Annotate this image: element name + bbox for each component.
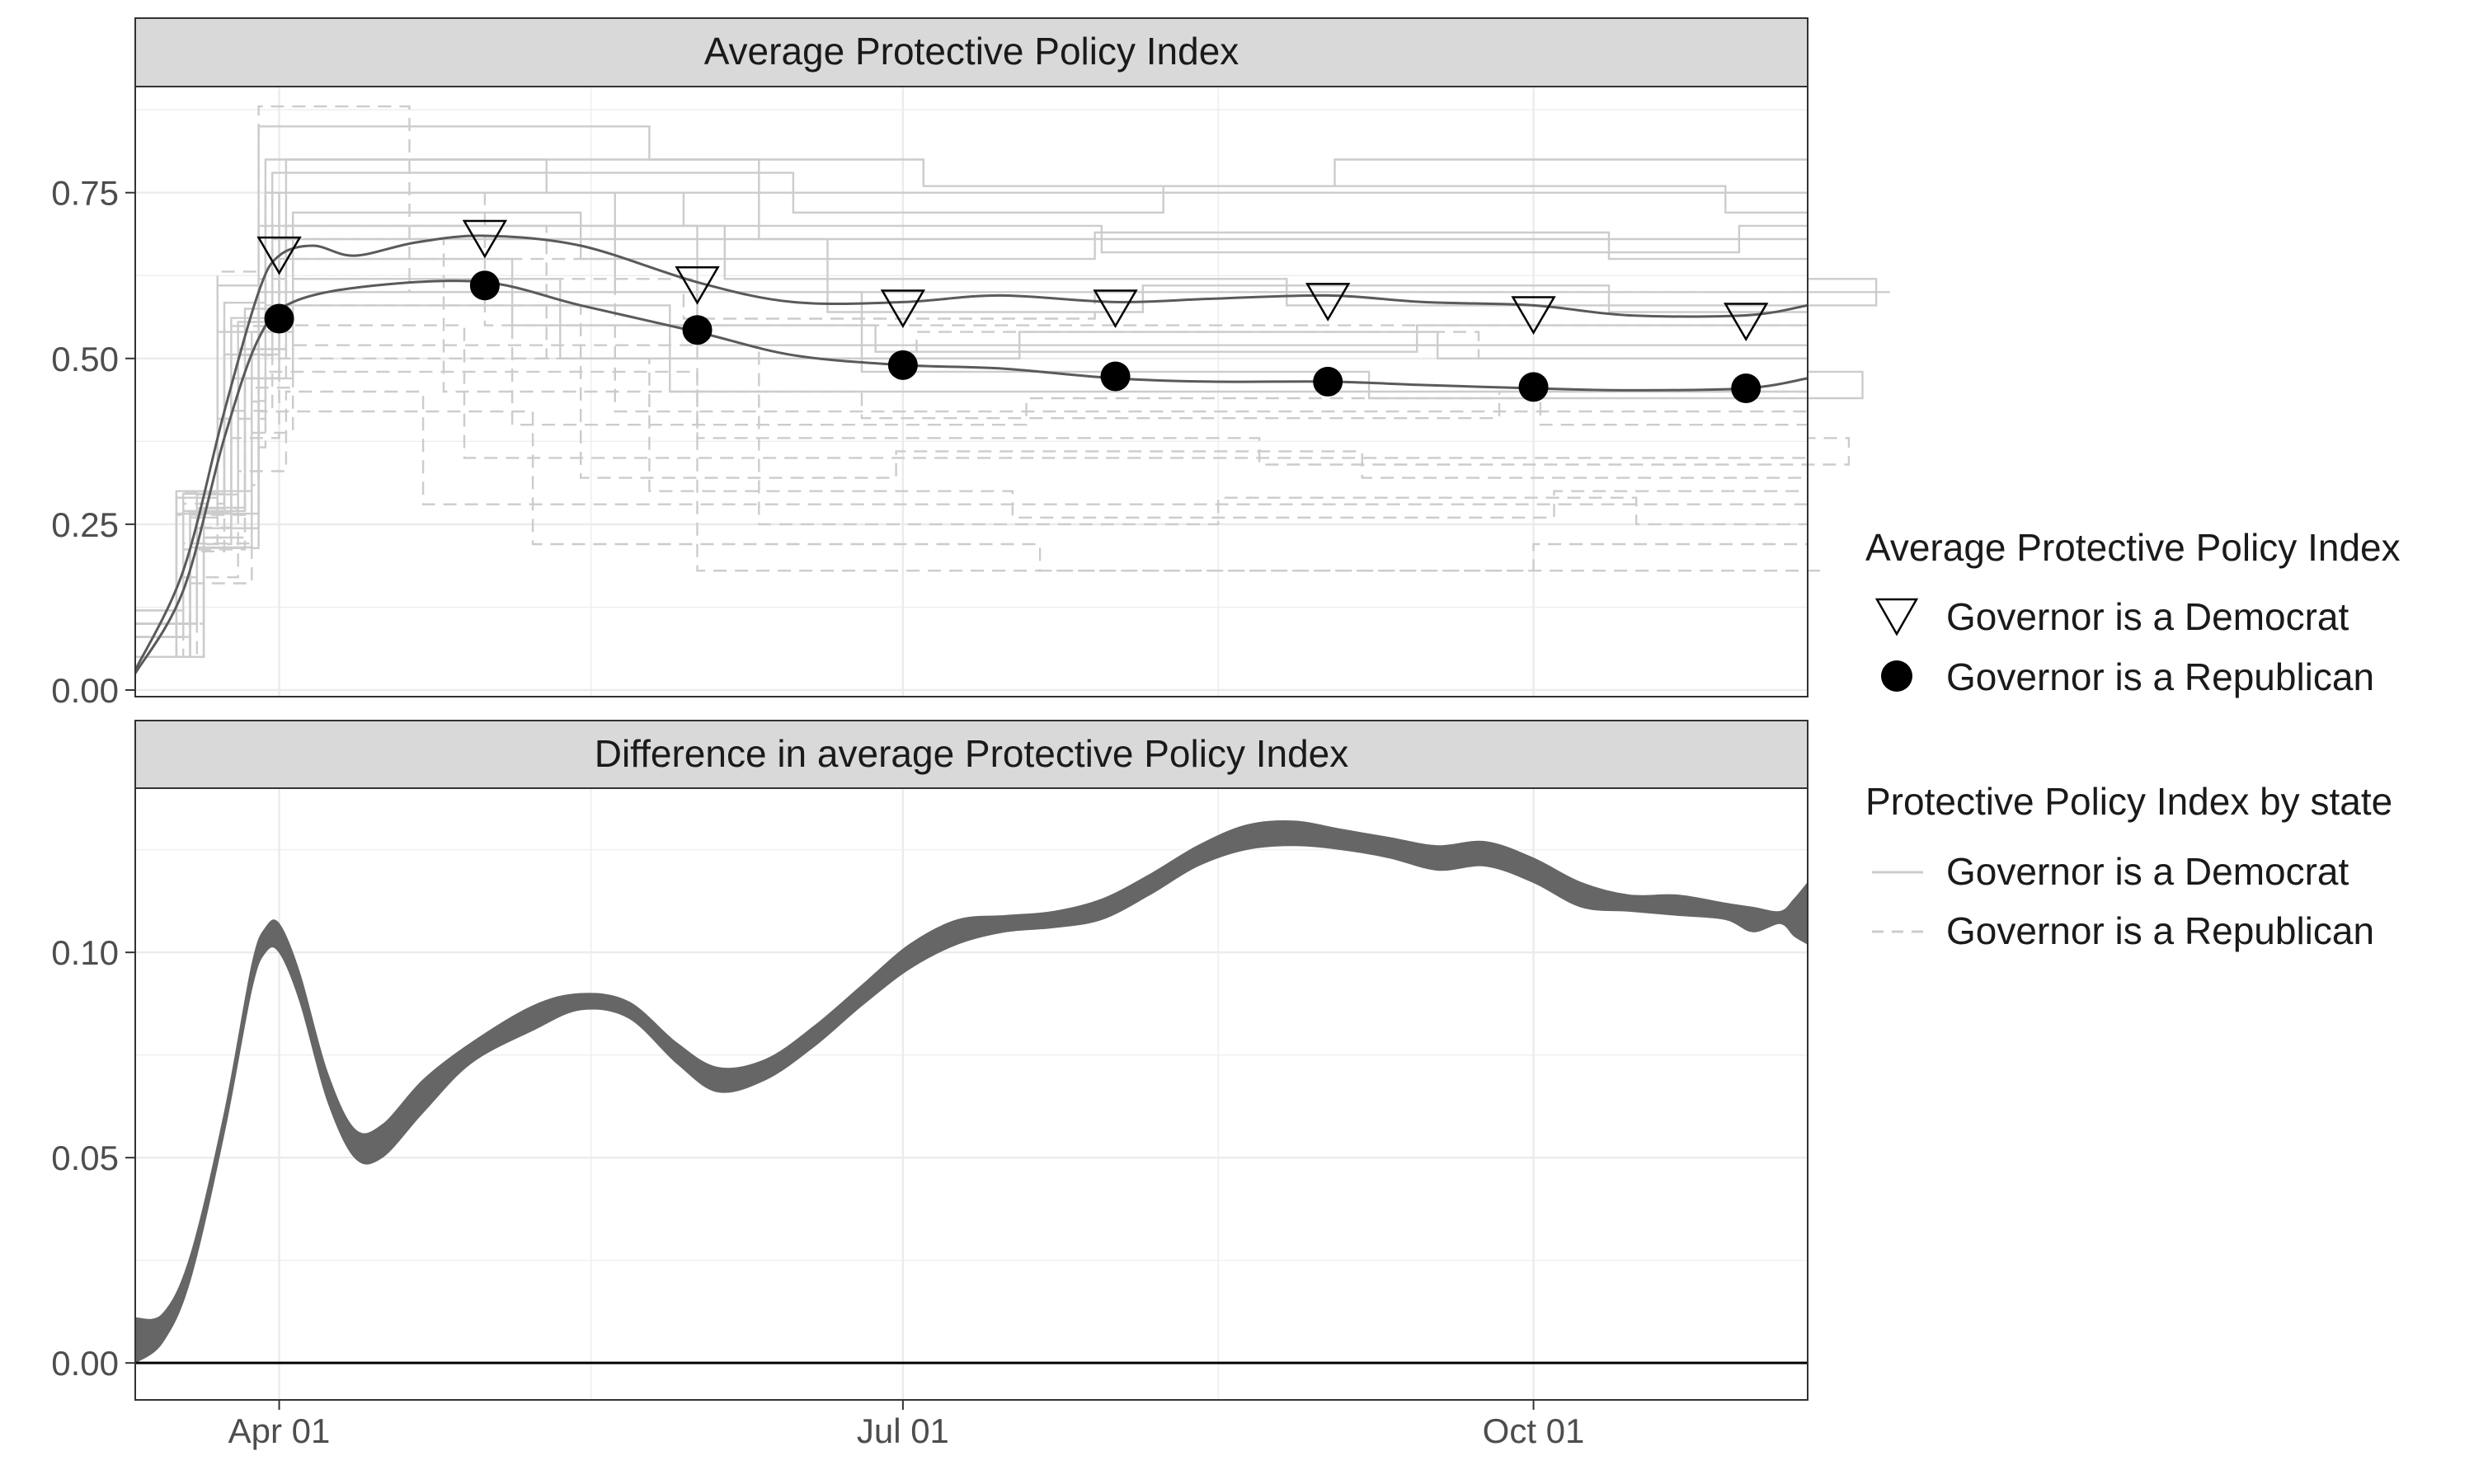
state-line-democrat <box>135 191 1808 625</box>
state-line-republican <box>135 105 1808 658</box>
state-line-republican <box>135 370 1822 625</box>
filled-circle-icon <box>1881 660 1912 692</box>
y-tick-label: 0.25 <box>51 505 119 544</box>
y-tick-label: 0.75 <box>51 174 119 213</box>
state-line-democrat <box>135 224 1808 638</box>
top-panel-border <box>134 86 1808 697</box>
bottom-ribbon <box>134 820 1808 1364</box>
x-tick-label: Apr 01 <box>228 1411 331 1450</box>
bottom-strip-title: Difference in average Protective Policy … <box>595 732 1349 775</box>
x-tick-label: Jul 01 <box>857 1411 949 1450</box>
bottom-y-axis: 0.00 0.05 0.10 <box>51 933 135 1383</box>
state-line-republican <box>135 304 1808 658</box>
difference-ribbon <box>134 820 1808 1364</box>
point-republican <box>887 350 918 380</box>
legend-label-state-republican: Governor is a Republican <box>1946 909 2374 952</box>
point-republican <box>1100 361 1131 392</box>
y-tick-label: 0.10 <box>51 933 119 972</box>
state-line-democrat <box>135 257 1808 658</box>
point-democrat <box>1093 289 1138 328</box>
x-tick-label: Oct 01 <box>1483 1411 1585 1450</box>
y-tick-label: 0.00 <box>51 1344 119 1383</box>
point-republican <box>1518 372 1549 402</box>
point-democrat <box>1724 303 1769 342</box>
smooth-line-republican <box>134 279 1808 674</box>
point-democrat <box>1305 283 1351 322</box>
state-line-republican <box>135 257 1808 658</box>
point-democrat <box>880 289 926 328</box>
top-state-lines <box>135 105 1890 658</box>
legend-title-average: Average Protective Policy Index <box>1865 526 2401 569</box>
point-democrat <box>462 219 508 259</box>
y-tick-label: 0.50 <box>51 340 119 378</box>
top-strip <box>134 17 1808 87</box>
top-smooth-lines <box>134 234 1808 674</box>
top-y-axis: 0.00 0.25 0.50 0.75 <box>51 174 135 710</box>
state-line-republican <box>135 324 1808 638</box>
legend-title-state: Protective Policy Index by state <box>1865 780 2392 823</box>
point-democrat <box>1511 296 1556 335</box>
point-democrat <box>256 236 302 275</box>
point-republican <box>1731 373 1761 403</box>
state-line-democrat <box>135 158 1808 658</box>
y-tick-label: 0.00 <box>51 671 119 710</box>
state-line-democrat <box>135 224 1878 638</box>
top-facet: Average Protective Policy Index 0.00 0.25… <box>51 17 1890 710</box>
state-line-republican <box>135 278 1851 658</box>
state-line-democrat <box>135 291 1864 658</box>
open-down-triangle-icon <box>1874 598 1919 636</box>
legend-label-avg-republican: Governor is a Republican <box>1946 655 2374 698</box>
top-strip-title: Average Protective Policy Index <box>704 30 1239 73</box>
point-republican <box>469 270 500 301</box>
point-republican <box>264 303 294 334</box>
point-democrat <box>675 266 720 305</box>
state-line-republican <box>135 357 1808 625</box>
state-line-democrat <box>135 171 1808 658</box>
state-line-democrat <box>135 278 1808 612</box>
y-tick-label: 0.05 <box>51 1139 119 1177</box>
smooth-line-democrat <box>134 234 1808 671</box>
bottom-strip <box>134 720 1808 789</box>
legend-label-avg-democrat: Governor is a Democrat <box>1946 595 2349 638</box>
state-line-republican <box>135 237 1808 625</box>
state-line-republican <box>135 291 1808 612</box>
legend: Average Protective Policy Index Governor… <box>1865 526 2401 952</box>
point-republican <box>682 315 713 345</box>
legend-label-state-democrat: Governor is a Democrat <box>1946 850 2349 893</box>
state-line-republican <box>135 191 1808 638</box>
top-points <box>256 219 1769 403</box>
bottom-facet: Difference in average Protective Policy … <box>51 720 1808 1450</box>
x-axis: Apr 01 Jul 01 Oct 01 <box>228 1400 1585 1450</box>
state-line-republican <box>135 410 1808 658</box>
bottom-panel-border <box>134 787 1808 1401</box>
point-republican <box>1313 366 1343 397</box>
